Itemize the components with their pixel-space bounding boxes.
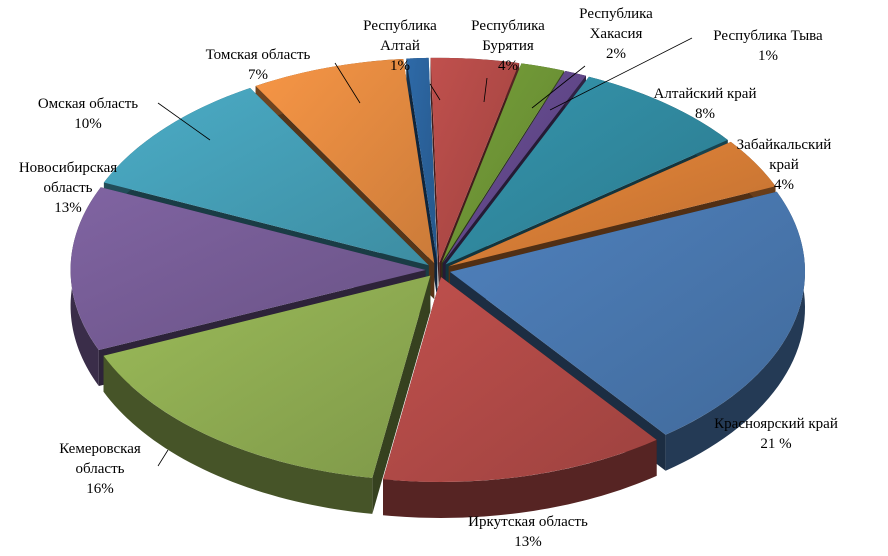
slice-омская-область [103, 88, 429, 266]
slice-республика-хакасия [441, 63, 565, 264]
slice-wall-кемеровская-область [372, 275, 431, 514]
slice-label-томская-область: Томская область 7% [206, 47, 311, 83]
slice-wall-республика-бурятия [430, 57, 440, 299]
slice-label-республика-бурятия: Республика Бурятия 4% [471, 18, 545, 74]
slice-label-республика-хакасия: Республика Хакасия 2% [579, 6, 653, 62]
slice-алтайский-край [445, 76, 728, 265]
slice-иркутская-область [383, 276, 657, 482]
leader-line-республика-хакасия [531, 65, 586, 109]
leader-line-республика-алтай [429, 83, 441, 101]
slice-республика-алтай [406, 57, 438, 263]
slice-кемеровская-область [103, 275, 431, 478]
slice-новосибирская-область [70, 187, 426, 351]
slice-томская-область [255, 58, 435, 264]
leader-line-кемеровская-область [157, 449, 169, 467]
slice-республика-тыва [442, 70, 586, 264]
leader-line-омская-область [157, 102, 211, 141]
slice-label-забайкальский-край: Забайкальский край 4% [737, 137, 832, 193]
pie-top-layer [70, 57, 806, 482]
slice-республика-бурятия [430, 57, 520, 263]
slice-label-омская-область: Омская область 10% [38, 96, 138, 132]
slice-label-республика-тыва: Республика Тыва 1% [713, 28, 823, 64]
leader-line-республика-бурятия [483, 77, 488, 103]
slice-label-кемеровская-область: Кемеровская область 16% [59, 441, 141, 497]
slice-side-кемеровская-область [103, 355, 373, 514]
slice-label-иркутская-область: Иркутская область 13% [468, 514, 588, 550]
slice-label-республика-алтай: Республика Алтай 1% [363, 18, 437, 74]
slice-side-иркутская-область [383, 439, 657, 518]
leader-line-томская-область [334, 62, 361, 104]
pie-label-layer: Республика Алтай 1% Республика Бурятия 4% Респ… [19, 6, 838, 550]
slice-забайкальский-край [448, 141, 776, 267]
slice-label-новосибирская-область: Новосибирская область 13% [19, 160, 117, 216]
slice-label-красноярский-край: Красноярский край 21 % [714, 416, 838, 452]
leader-line-республика-тыва [549, 37, 693, 111]
slice-label-алтайский-край: Алтайский край 8% [654, 86, 757, 122]
slice-красноярский-край [450, 191, 806, 435]
